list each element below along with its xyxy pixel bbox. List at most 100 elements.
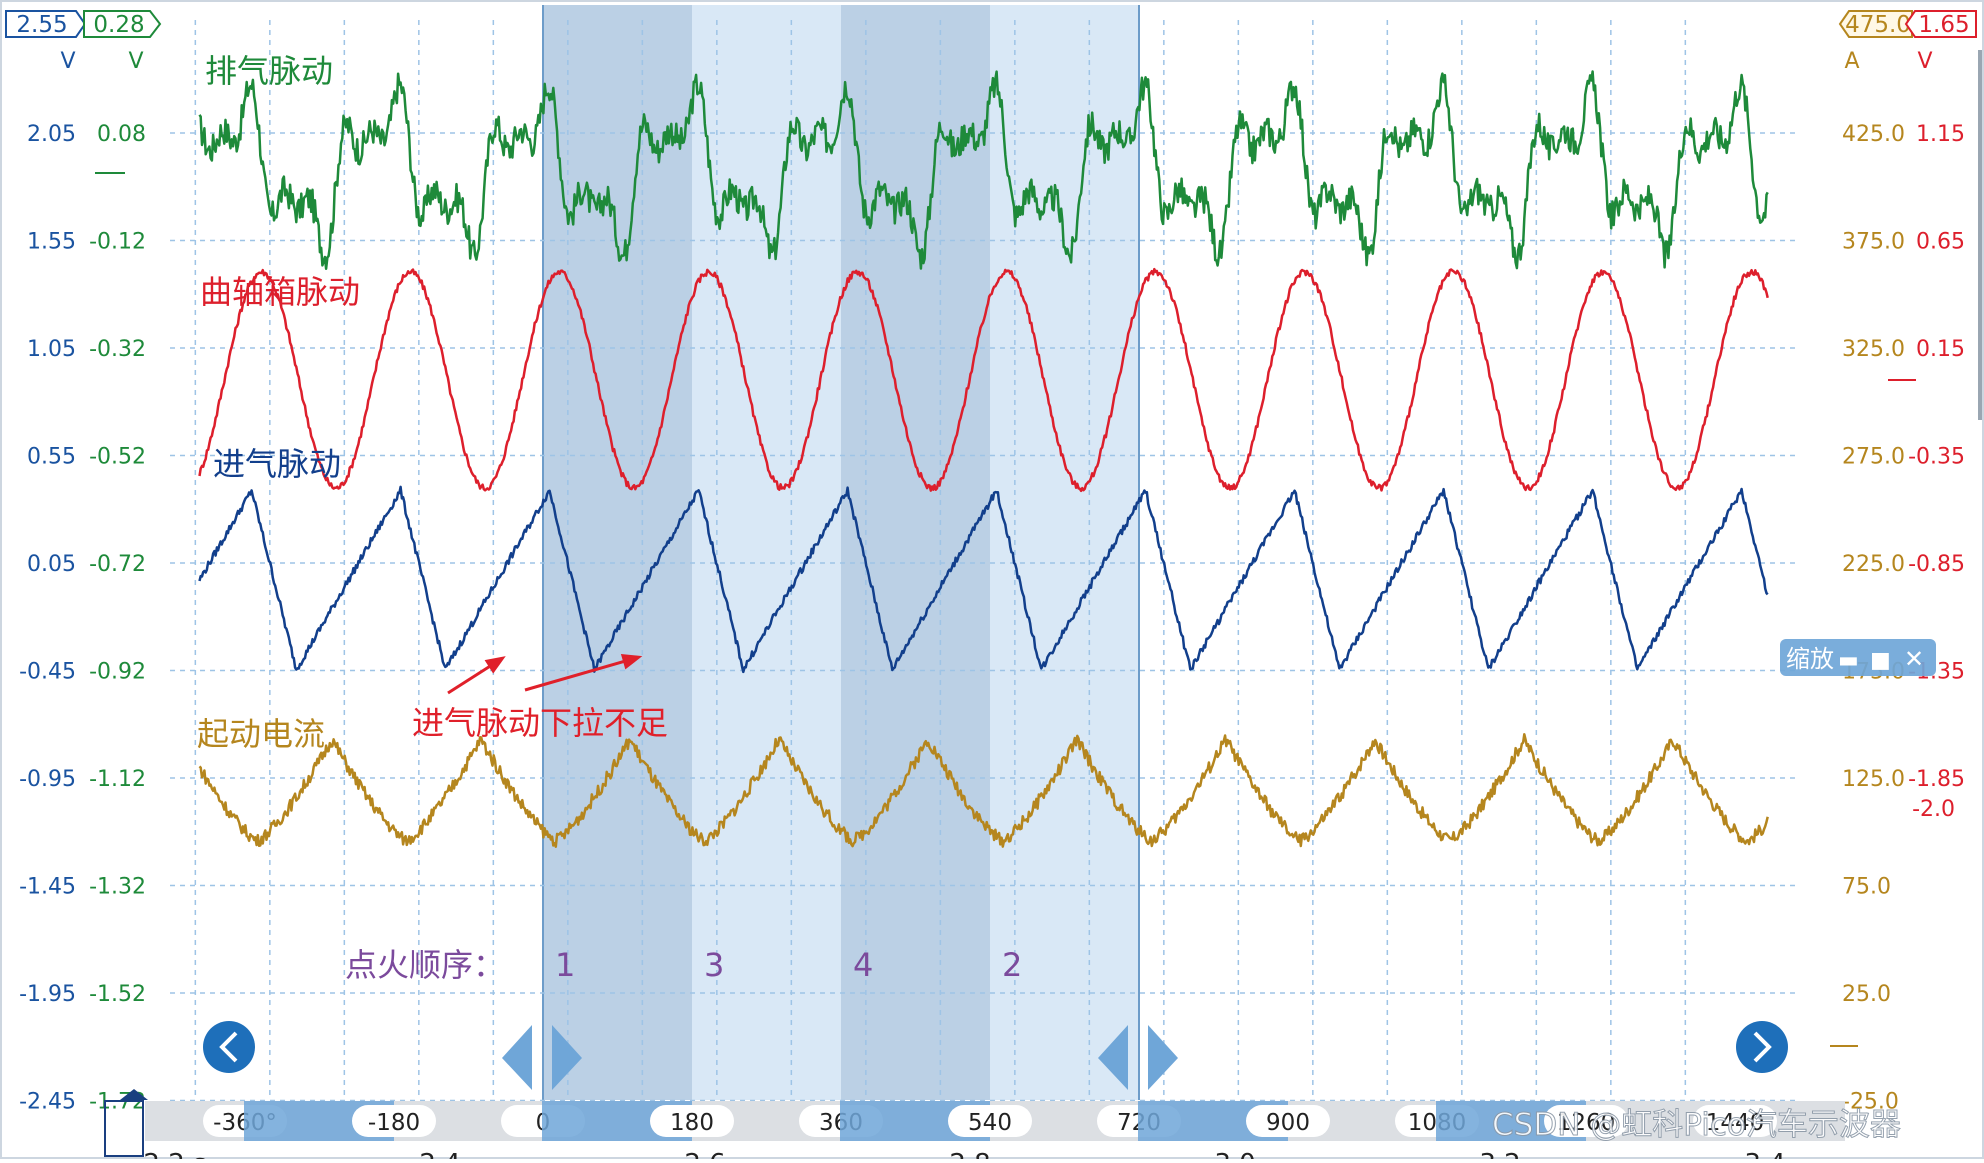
axis-scales: V 2.05 1.55 1.05 0.55 0.05 -0.45 -0.95 -1.45 -1.9… (19, 49, 1965, 1115)
axis-tick-label: -0.45 (19, 660, 76, 685)
arrow-head-icon (484, 656, 506, 674)
ruler-pill (1246, 1105, 1330, 1137)
axis-tick-label: 1.15 (1916, 122, 1965, 147)
axis-tick-label: -25.0 (1842, 1090, 1899, 1115)
label-starter-current: 起动电流 (197, 715, 325, 753)
time-tick-label: 2.2 s (143, 1149, 206, 1159)
trigger-box (104, 1100, 144, 1157)
scroll-left-button[interactable] (203, 1021, 255, 1073)
firing-mark: 3 (704, 946, 724, 984)
axis-tick-label: 375.0 (1842, 230, 1905, 255)
ruler-pill (948, 1105, 1032, 1137)
window-handle-right[interactable] (1098, 1025, 1178, 1090)
firing-order-label: 点火顺序： (345, 946, 505, 984)
arrow-right-icon (552, 1025, 582, 1090)
arrow-left-icon (1098, 1025, 1128, 1090)
trace-exhaust (198, 70, 1769, 270)
axis-tick-label: -0.85 (1908, 552, 1965, 577)
annotation-text: 进气脉动下拉不足 (412, 704, 668, 742)
axis-unit: V (1917, 49, 1932, 74)
time-tick-label: 2.8 (949, 1149, 990, 1159)
axis-tick-label: 425.0 (1842, 122, 1905, 147)
time-tick-label: 3.4 (1744, 1149, 1785, 1159)
ruler-label: 1440 (1706, 1110, 1765, 1136)
zoom-label: 缩放 (1786, 645, 1834, 673)
axis-tick-label: 25.0 (1842, 982, 1891, 1007)
axis-tick-label: -0.32 (89, 337, 146, 362)
firing-mark: 1 (555, 946, 575, 984)
axis-tick-label: -1.95 (19, 982, 76, 1007)
annotation-arrow (447, 663, 494, 695)
ruler-label: 180 (670, 1110, 714, 1136)
axis-tick-label: 0.08 (97, 122, 146, 147)
axis-tick-label: -1.52 (89, 982, 146, 1007)
ruler-label: 900 (1266, 1110, 1310, 1136)
arrow-right-icon (1148, 1025, 1178, 1090)
zoom-widget[interactable]: 缩放 ▬ ■ ✕ (1780, 639, 1936, 676)
ruler-label: 1260 (1557, 1110, 1616, 1136)
channel-badge-a: 2.55 (5, 10, 87, 38)
minimize-icon[interactable]: ▬ (1838, 648, 1859, 673)
window-handle-left[interactable] (502, 1025, 582, 1090)
ruler-pill (650, 1105, 734, 1137)
axis-tick-label: -0.95 (19, 767, 76, 792)
watermark: CSDN @虹科Pico汽车示波器 (1492, 1107, 1901, 1143)
annotation-arrow (524, 659, 628, 692)
annotation-arrows (447, 654, 643, 695)
axis-tick-label: 125.0 (1842, 767, 1905, 792)
axis-tick-label: -0.35 (1908, 445, 1965, 470)
firing-order-marks: 1 3 4 2 (555, 946, 1022, 984)
badge-c-value: 475.0 (1845, 12, 1911, 38)
label-exhaust: 排气脉动 (205, 52, 333, 90)
axis-tick-label: 0.55 (27, 445, 76, 470)
firing-mark: 4 (853, 946, 873, 984)
close-icon[interactable]: ✕ (1904, 645, 1924, 673)
maximize-icon[interactable]: ■ (1870, 648, 1891, 673)
axis-tick-label: 2.05 (27, 122, 76, 147)
scroll-right-button[interactable] (1736, 1021, 1788, 1073)
axis-tick-label: -0.52 (89, 445, 146, 470)
ruler-label: 540 (968, 1110, 1012, 1136)
axis-tick-label: 275.0 (1842, 445, 1905, 470)
axis-unit: V (60, 49, 75, 74)
axis-tick-label: 225.0 (1842, 552, 1905, 577)
badge-a-value: 2.55 (16, 12, 67, 38)
ruler-pill (352, 1105, 436, 1137)
trace-current (198, 733, 1769, 848)
time-tick-label: 3.2 (1479, 1149, 1520, 1159)
firing-mark: 2 (1002, 946, 1022, 984)
ruler-label: -180 (368, 1110, 420, 1136)
channel-badge-b: 0.28 (83, 10, 162, 38)
crank-ruler[interactable]: -360°-1800180360540720900108012601440 (203, 1101, 1777, 1141)
axis-tick-label: -0.72 (89, 552, 146, 577)
trace-triangle (198, 485, 1769, 674)
time-tick-label: 2.4 (419, 1149, 460, 1159)
axis-tick-label: -1.45 (19, 875, 76, 900)
arrow-head-icon (620, 654, 643, 670)
axis-tick-label: 1.05 (27, 337, 76, 362)
badge-d-value: 1.65 (1918, 12, 1969, 38)
axis-unit: V (128, 49, 143, 74)
axis-tick-label: -1.12 (89, 767, 146, 792)
chevron-right-icon (1753, 1031, 1772, 1063)
axis-tick-label: 0.65 (1916, 230, 1965, 255)
channel-badge-c: 475.0 (1838, 10, 1913, 38)
axis-tick-label: 0.15 (1916, 337, 1965, 362)
grid (170, 20, 1800, 1102)
axis-tick-label: 1.55 (27, 230, 76, 255)
trigger-marker-icon (120, 1089, 148, 1100)
channel-badge-d: 1.65 (1904, 10, 1977, 38)
axis-tick-label: -0.92 (89, 660, 146, 685)
trace-sine (198, 267, 1769, 493)
axis-tick-label: -0.12 (89, 230, 146, 255)
chevron-left-icon (219, 1031, 238, 1063)
axis-tick-label: -1.32 (89, 875, 146, 900)
arrow-left-icon (502, 1025, 532, 1090)
axis-tick-label: 325.0 (1842, 337, 1905, 362)
ruler-pill (1544, 1105, 1628, 1137)
axis-tick-label: -2.0 (1912, 797, 1955, 822)
axis-unit: A (1844, 49, 1859, 74)
